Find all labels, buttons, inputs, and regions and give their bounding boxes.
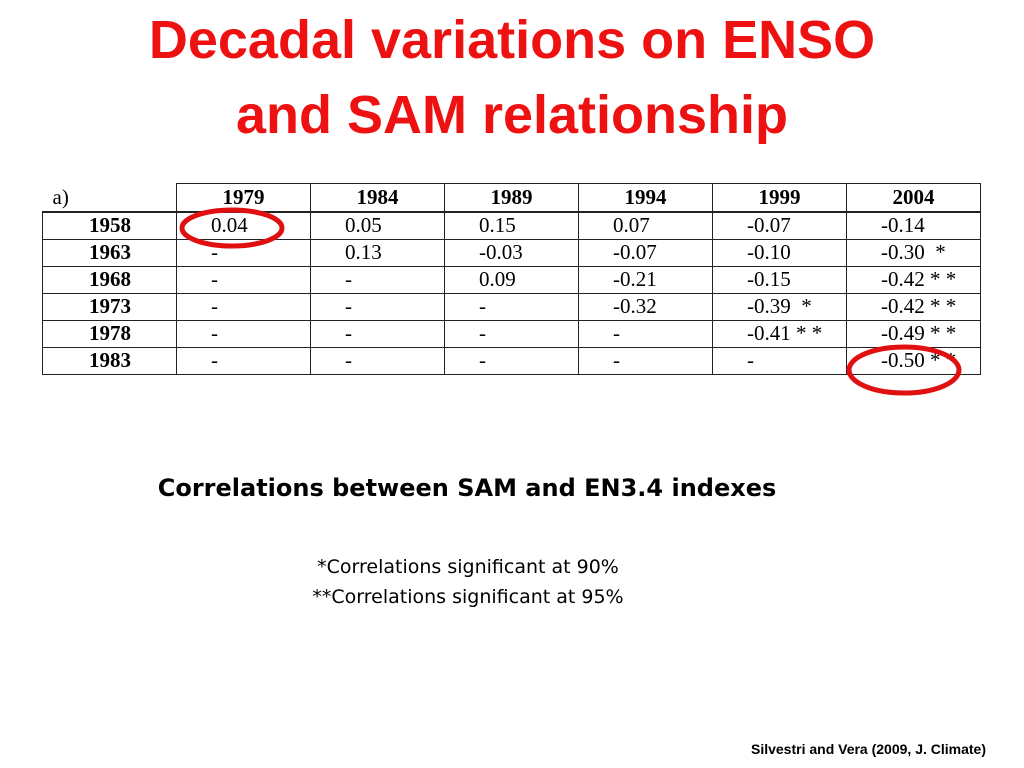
- column-header: 2004: [846, 183, 981, 213]
- correlation-table: a) 1979 1984 1989 1994 1999 2004 1958 0.04 0.05 0.…: [42, 183, 981, 375]
- table-row: 1963-0.13 -0.03 -0.07 -0.10 -0.30 *: [42, 238, 981, 267]
- cell: -: [310, 319, 445, 348]
- cell: -0.21: [578, 265, 713, 294]
- cell: 0.09: [444, 265, 579, 294]
- table-row: 1983- - - - - -0.50 * *: [42, 346, 981, 375]
- cell: -: [578, 319, 713, 348]
- cell: -: [176, 346, 311, 375]
- cell: -: [310, 346, 445, 375]
- column-header: 1994: [578, 183, 713, 213]
- cell: -: [578, 346, 713, 375]
- cell: -0.30 *: [846, 238, 981, 267]
- row-label: 1983: [42, 346, 177, 375]
- cell: -0.03: [444, 238, 579, 267]
- cell: -: [712, 346, 847, 375]
- cell: 0.13: [310, 238, 445, 267]
- column-header: 1984: [310, 183, 445, 213]
- table-row: 1968- -0.09 -0.21 -0.15 -0.42 * *: [42, 265, 981, 294]
- title-line: and SAM relationship: [235, 85, 789, 145]
- title-line: Decadal variations on ENSO: [148, 10, 876, 70]
- table-row: 1978- - - - -0.41 * * -0.49 * *: [42, 319, 981, 348]
- row-label: 1963: [42, 238, 177, 267]
- cell: -: [444, 346, 579, 375]
- citation: Silvestri and Vera (2009, J. Climate): [750, 741, 986, 757]
- cell: -: [444, 319, 579, 348]
- cell: 0.15: [444, 211, 579, 240]
- cell: 0.05: [310, 211, 445, 240]
- row-label: 1968: [42, 265, 177, 294]
- column-header: 1989: [444, 183, 579, 213]
- cell: -0.10: [712, 238, 847, 267]
- table-row: 1973- - - -0.32 -0.39 * -0.42 * *: [42, 292, 981, 321]
- cell: -: [176, 319, 311, 348]
- cell: -: [176, 292, 311, 321]
- cell: -0.14: [846, 211, 981, 240]
- cell: -: [444, 292, 579, 321]
- cell: -0.32: [578, 292, 713, 321]
- cell: -: [176, 238, 311, 267]
- cell: -0.07: [712, 211, 847, 240]
- caption: Correlations between SAM and EN3.4 index…: [157, 474, 777, 502]
- cell: -0.41 * *: [712, 319, 847, 348]
- cell: -: [310, 265, 445, 294]
- cell: -0.50 * *: [846, 346, 981, 375]
- cell: -0.39 *: [712, 292, 847, 321]
- column-header: 1979: [176, 183, 311, 213]
- corner-label: a): [42, 183, 177, 213]
- row-label: 1978: [42, 319, 177, 348]
- note: **Correlations significant at 95%: [312, 586, 624, 608]
- cell: 0.07: [578, 211, 713, 240]
- header-row: a) 1979 1984 1989 1994 1999 2004: [42, 183, 981, 213]
- cell: -0.42 * *: [846, 292, 981, 321]
- cell: -0.07: [578, 238, 713, 267]
- row-label: 1958: [42, 211, 177, 240]
- table-row: 1958 0.04 0.05 0.15 0.07 -0.07 -0.14: [42, 211, 981, 240]
- column-header: 1999: [712, 183, 847, 213]
- cell: -: [176, 265, 311, 294]
- cell: 0.04: [176, 211, 311, 240]
- cell: -0.42 * *: [846, 265, 981, 294]
- cell: -: [310, 292, 445, 321]
- cell: -0.15: [712, 265, 847, 294]
- row-label: 1973: [42, 292, 177, 321]
- note: *Correlations significant at 90%: [317, 556, 619, 578]
- cell: -0.49 * *: [846, 319, 981, 348]
